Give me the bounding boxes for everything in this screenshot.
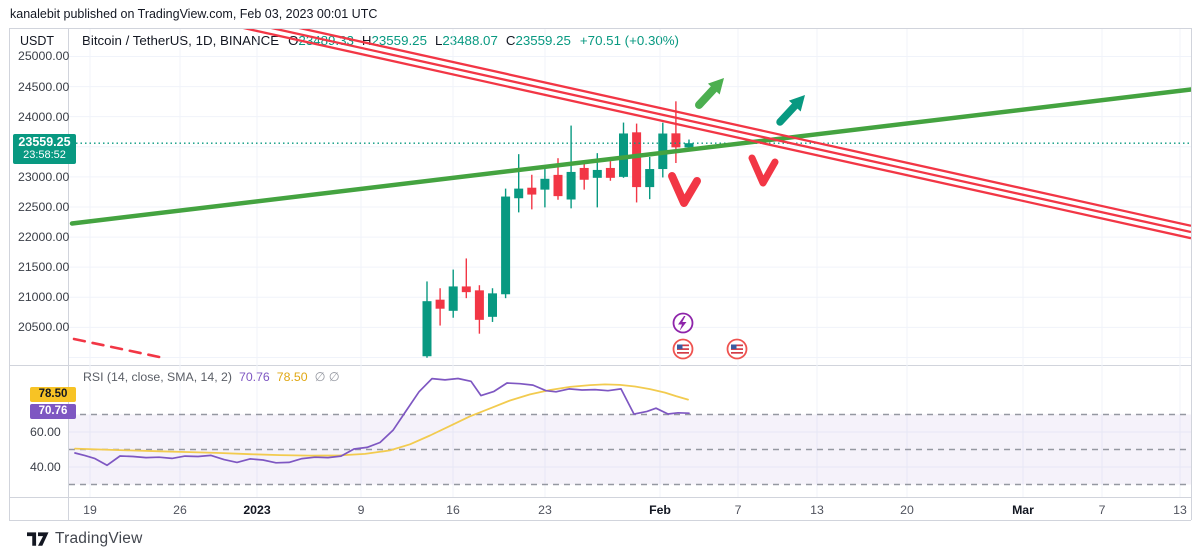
price-label: 22000.00 <box>18 230 70 245</box>
time-label: 13 <box>810 503 824 517</box>
rsi-legend[interactable]: RSI (14, close, SMA, 14, 2) 70.76 78.50 … <box>83 370 339 384</box>
pane-separator[interactable] <box>9 365 1191 366</box>
price-label: 20500.00 <box>18 320 70 335</box>
last-price-badge: 23559.25 23:58:52 <box>13 134 76 164</box>
ascending-support-line <box>69 87 1191 226</box>
last-price-value: 23559.25 <box>18 135 71 149</box>
rsi-value: 70.76 <box>239 370 270 384</box>
descending-resistance-line <box>298 29 1191 227</box>
time-label: 7 <box>734 503 742 517</box>
rsi-value-badge: 70.76 <box>30 403 76 419</box>
time-label: 26 <box>173 503 187 517</box>
rsi-value-badge: 78.50 <box>30 387 76 402</box>
time-label: 19 <box>83 503 97 517</box>
us-flag-event-icon[interactable] <box>672 338 694 360</box>
arrow-down-marker <box>748 154 779 187</box>
tradingview-brand-text: TradingView <box>55 530 143 547</box>
rsi-indicator-title: RSI (14, close, SMA, 14, 2) <box>83 370 232 384</box>
arrow-up-marker <box>695 82 721 109</box>
frame-top-border <box>9 28 1191 29</box>
gridlines <box>69 29 1191 497</box>
time-label: 23 <box>538 503 552 517</box>
price-label: 21500.00 <box>18 260 70 275</box>
candlestick-series <box>76 101 1191 358</box>
event-icons[interactable] <box>672 312 748 360</box>
ohlc-item: C23559.25 <box>505 33 571 48</box>
rsi-axis-label: 60.00 <box>30 425 61 439</box>
frame-left-border <box>9 28 10 520</box>
symbol-title[interactable]: Bitcoin / TetherUS, 1D, BINANCE <box>82 33 280 48</box>
rsi-axis-label: 40.00 <box>30 460 61 474</box>
frame-bottom-border <box>9 520 1191 521</box>
attribution-text: kanalebit published on TradingView.com, … <box>10 7 378 21</box>
price-label: 22500.00 <box>18 199 70 214</box>
price-scale-border[interactable] <box>68 28 69 520</box>
arrow-up-head <box>707 78 724 95</box>
time-label: 9 <box>357 503 365 517</box>
time-label: 20 <box>900 503 914 517</box>
price-label: 23000.00 <box>18 169 70 184</box>
trendline-drawings[interactable] <box>69 15 1191 360</box>
descending-resistance-line <box>242 29 1191 240</box>
arrow-up-marker <box>776 99 802 126</box>
price-label: 25000.00 <box>18 49 70 64</box>
descending-resistance-line <box>270 29 1191 234</box>
time-label: 7 <box>1098 503 1106 517</box>
change-value: +70.51 (+0.30%) <box>579 33 679 48</box>
time-label: Mar <box>1012 503 1034 517</box>
time-label: 2023 <box>243 503 271 517</box>
chart-legend: Bitcoin / TetherUS, 1D, BINANCE O23489.3… <box>82 33 679 48</box>
frame-right-border <box>1191 28 1192 520</box>
arrow-down-marker <box>668 172 701 207</box>
time-label: Feb <box>649 503 671 517</box>
bar-countdown: 23:58:52 <box>23 149 66 161</box>
tradingview-logo[interactable]: TradingView <box>27 530 143 548</box>
dashed-projection-line <box>72 337 166 360</box>
ohlc-item: L23488.07 <box>434 33 498 48</box>
rsi-indicator-plot <box>69 377 1191 486</box>
rsi-empty-values: ∅ ∅ <box>314 370 340 384</box>
price-label: 24500.00 <box>18 79 70 94</box>
time-scale-border[interactable] <box>9 497 1191 498</box>
time-label: 16 <box>446 503 460 517</box>
price-label: 24000.00 <box>18 109 70 124</box>
time-label: 13 <box>1173 503 1187 517</box>
tradingview-logo-icon <box>27 531 49 546</box>
us-flag-event-icon[interactable] <box>726 338 748 360</box>
quote-currency-label: USDT <box>20 34 55 48</box>
arrow-up-head <box>788 95 805 112</box>
ohlc-item: H23559.25 <box>361 33 427 48</box>
price-label: 21000.00 <box>18 290 70 305</box>
rsi-sma-value: 78.50 <box>276 370 308 384</box>
lightning-event-icon[interactable] <box>672 312 694 334</box>
